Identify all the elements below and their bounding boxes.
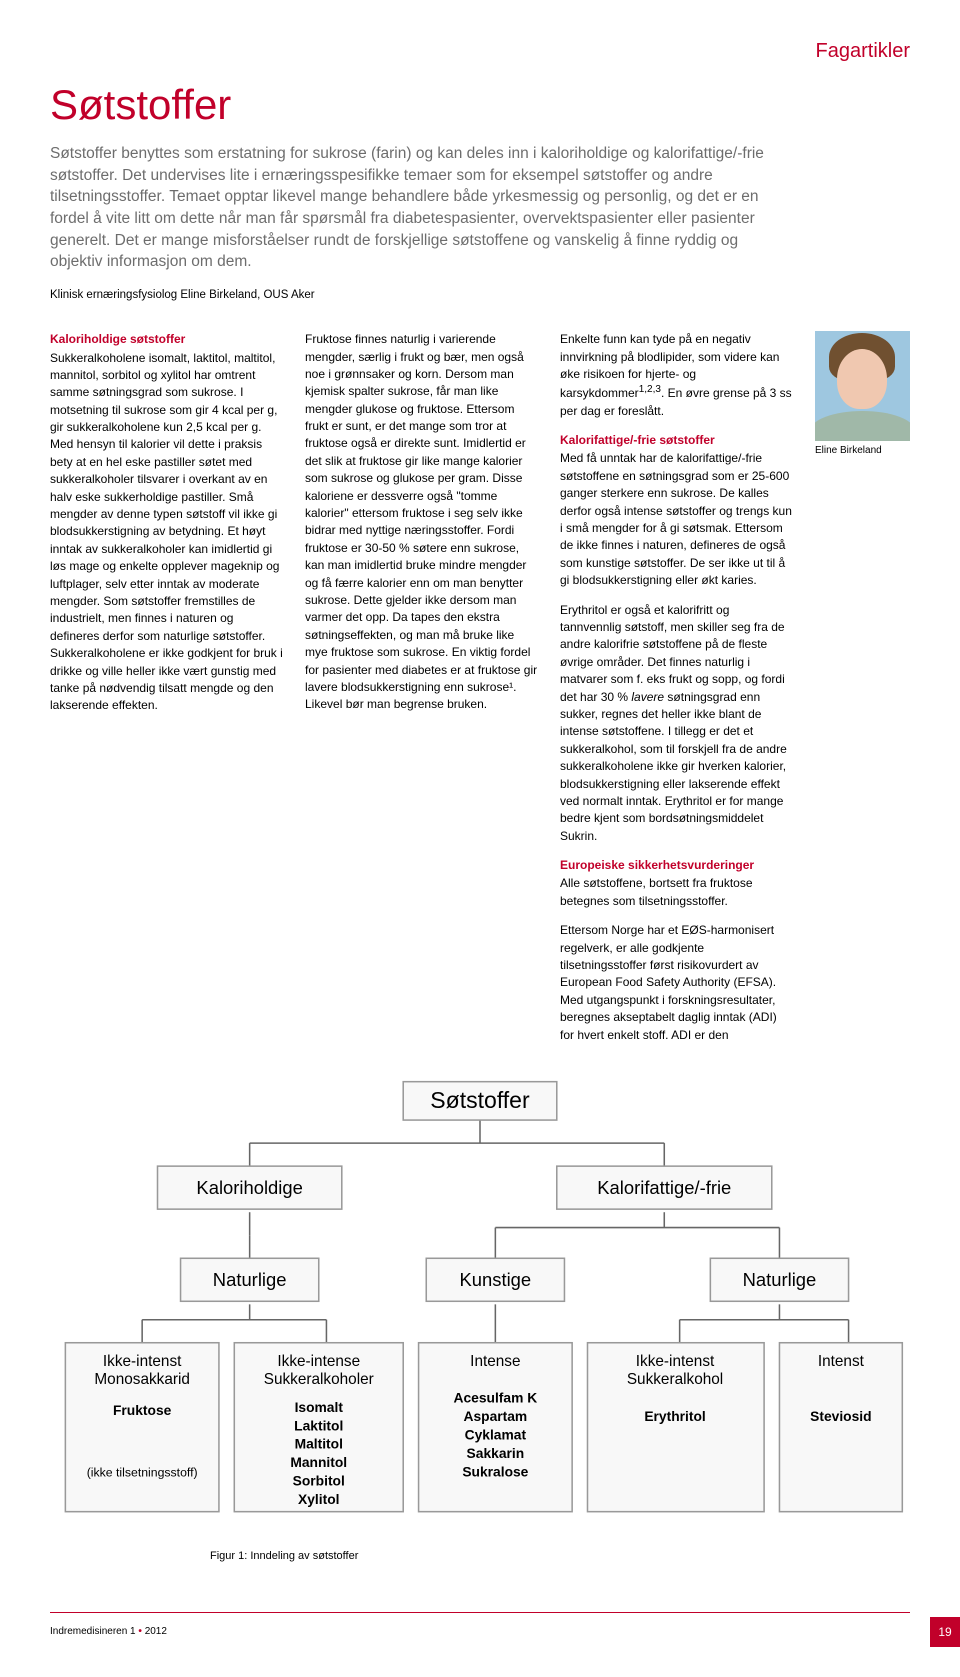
journal-name: Indremedisineren 1 bbox=[50, 1626, 136, 1637]
col3-intro-sup: 1,2,3 bbox=[639, 384, 661, 395]
diagram-leaf-0-sub: Monosakkarid bbox=[94, 1371, 190, 1388]
diagram-l2-left: Naturlige bbox=[213, 1269, 287, 1290]
article-lead: Søtstoffer benyttes som erstatning for s… bbox=[50, 143, 770, 273]
col3-p3: Alle søtstoffene, bortsett fra fruktose … bbox=[560, 876, 753, 907]
subhead-europeiske: Europeiske sikkerhetsvurderinger bbox=[560, 857, 793, 874]
diagram-leaf-1-item-5: Xylitol bbox=[298, 1491, 339, 1507]
figure-caption: Figur 1: Inndeling av søtstoffer bbox=[210, 1550, 910, 1562]
col3-p2a: Erythritol er også et kalorifritt og tan… bbox=[560, 603, 785, 704]
diagram-leaf-1-sub: Sukkeralkoholer bbox=[264, 1371, 374, 1388]
diagram-leaf-0-note: (ikke tilsetningsstoff) bbox=[87, 1465, 198, 1479]
portrait-column: Eline Birkeland bbox=[815, 331, 910, 1056]
page-number: 19 bbox=[930, 1617, 960, 1647]
diagram-leaf-1-item-3: Mannitol bbox=[290, 1454, 347, 1470]
diagram-leaf-0-item-0: Fruktose bbox=[113, 1402, 172, 1418]
article-columns: Kaloriholdige søtstoffer Sukkeralkoholen… bbox=[50, 331, 910, 1056]
diagram-leaf-0-title: Ikke-intenst bbox=[103, 1353, 182, 1370]
diagram-leaf-2-item-4: Sukralose bbox=[462, 1463, 528, 1479]
portrait-caption: Eline Birkeland bbox=[815, 445, 910, 456]
col3-p2-italic: lavere bbox=[631, 690, 664, 704]
diagram-leaf-1-item-2: Maltitol bbox=[295, 1436, 343, 1452]
subhead-kaloriholdige: Kaloriholdige søtstoffer bbox=[50, 331, 283, 348]
diagram-leaf-3-sub: Sukkeralkohol bbox=[627, 1371, 723, 1388]
diagram-leaf-1-title: Ikke-intense bbox=[277, 1353, 360, 1370]
diagram-figure: .dbox { fill:#f8f8f8; stroke:#999; strok… bbox=[50, 1074, 910, 1562]
author-portrait bbox=[815, 331, 910, 441]
diagram-l1-right: Kalorifattige/-frie bbox=[597, 1177, 731, 1198]
col2-p1: Fruktose finnes naturlig i varierende me… bbox=[305, 331, 538, 714]
column-1: Kaloriholdige søtstoffer Sukkeralkoholen… bbox=[50, 331, 283, 1056]
diagram-leaf-1-item-4: Sorbitol bbox=[293, 1473, 345, 1489]
diagram-leaf-2-title: Intense bbox=[470, 1353, 520, 1370]
journal-dot-icon: • bbox=[138, 1626, 142, 1637]
col3-p4: Ettersom Norge har et EØS-harmonisert re… bbox=[560, 922, 793, 1044]
diagram-l2-right: Naturlige bbox=[743, 1269, 817, 1290]
sweeteners-tree-diagram: .dbox { fill:#f8f8f8; stroke:#999; strok… bbox=[50, 1074, 910, 1535]
article-byline: Klinisk ernæringsfysiolog Eline Birkelan… bbox=[50, 289, 910, 301]
diagram-leaf-3-title: Ikke-intenst bbox=[636, 1353, 715, 1370]
diagram-root-label: Søtstoffer bbox=[430, 1087, 530, 1113]
page-footer: Indremedisineren 1 • 2012 19 bbox=[50, 1612, 910, 1647]
col1-body: Sukkeralkoholene isomalt, laktitol, malt… bbox=[50, 351, 283, 713]
diagram-leaf-4-item-0: Steviosid bbox=[810, 1408, 871, 1424]
journal-year: 2012 bbox=[145, 1626, 167, 1637]
subhead-kalorifattige: Kalorifattige/-frie søtstoffer bbox=[560, 432, 793, 449]
column-2: Fruktose finnes naturlig i varierende me… bbox=[305, 331, 538, 1056]
journal-ref: Indremedisineren 1 • 2012 bbox=[50, 1626, 167, 1637]
diagram-leaf-2-item-1: Aspartam bbox=[463, 1408, 527, 1424]
diagram-leaf-4-title: Intenst bbox=[818, 1353, 865, 1370]
diagram-leaf-2-item-0: Acesulfam K bbox=[454, 1390, 538, 1406]
section-label: Fagartikler bbox=[50, 40, 910, 63]
article-title: Søtstoffer bbox=[50, 81, 910, 129]
diagram-leaf-3-item-0: Erythritol bbox=[644, 1408, 705, 1424]
diagram-l2-mid: Kunstige bbox=[460, 1269, 532, 1290]
diagram-leaf-1-item-1: Laktitol bbox=[294, 1417, 343, 1433]
col3-p1: Med få unntak har de kalorifattige/-frie… bbox=[560, 451, 792, 587]
diagram-leaf-2-item-3: Sakkarin bbox=[467, 1445, 525, 1461]
diagram-leaf-1-item-0: Isomalt bbox=[295, 1399, 344, 1415]
diagram-leaf-2-item-2: Cyklamat bbox=[465, 1426, 527, 1442]
diagram-l1-left: Kaloriholdige bbox=[196, 1177, 302, 1198]
col3-p2b: søtningsgrad enn sukker, regnes det hell… bbox=[560, 690, 787, 843]
column-3: Enkelte funn kan tyde på en negativ innv… bbox=[560, 331, 793, 1056]
